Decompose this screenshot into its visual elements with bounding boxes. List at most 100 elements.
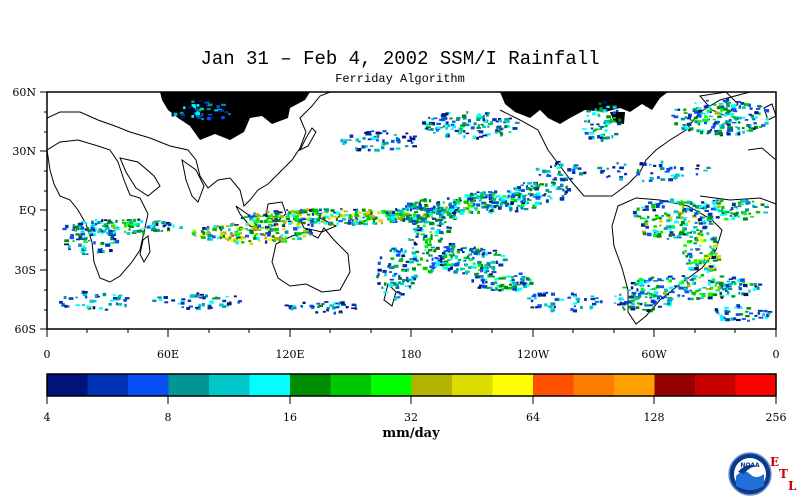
rain-pixel <box>236 236 241 239</box>
rain-pixel <box>198 303 202 307</box>
rain-pixel <box>700 273 705 277</box>
rain-pixel <box>207 230 210 234</box>
rain-pixel <box>198 100 204 102</box>
rain-pixel <box>728 118 732 122</box>
rain-pixel <box>676 235 681 238</box>
rain-pixel <box>431 262 436 265</box>
rain-pixel <box>612 117 616 119</box>
rain-pixel <box>619 177 623 181</box>
colorbar-swatch <box>735 374 777 396</box>
rain-pixel <box>97 248 103 252</box>
rain-pixel <box>212 227 217 232</box>
rain-pixel <box>738 105 742 109</box>
rain-pixel <box>725 121 728 125</box>
rain-pixel <box>514 210 519 213</box>
rain-pixel <box>740 200 744 203</box>
rain-pixel <box>267 226 272 230</box>
rain-pixel <box>277 211 283 214</box>
rain-pixel <box>373 220 375 223</box>
rain-pixel <box>479 284 482 287</box>
rain-pixel <box>395 208 398 211</box>
rain-pixel <box>446 197 450 200</box>
rain-pixel <box>195 295 199 298</box>
rain-pixel <box>401 254 406 258</box>
rain-pixel <box>412 222 417 225</box>
rain-pixel <box>439 237 444 241</box>
rain-pixel <box>69 236 74 240</box>
rain-pixel <box>259 215 264 217</box>
rain-pixel <box>359 220 363 223</box>
rain-pixel <box>484 266 489 270</box>
rain-pixel <box>481 265 484 269</box>
rain-pixel <box>316 302 321 305</box>
rain-pixel <box>336 222 339 226</box>
rain-pixel <box>725 289 728 293</box>
rain-pixel <box>195 306 199 309</box>
rain-pixel <box>471 251 476 254</box>
rain-pixel <box>442 263 447 266</box>
rain-pixel <box>461 126 464 129</box>
rain-pixel <box>333 216 338 218</box>
rain-pixel <box>482 280 485 284</box>
rain-pixel <box>559 163 564 167</box>
rain-pixel <box>741 127 745 129</box>
rain-pixel <box>570 308 574 311</box>
rain-pixel <box>719 275 725 278</box>
rainfall-pixels <box>59 98 773 322</box>
rain-pixel <box>753 122 757 125</box>
rain-pixel <box>99 221 103 224</box>
rain-pixel <box>698 220 701 223</box>
rain-pixel <box>307 213 311 216</box>
rain-pixel <box>695 290 699 293</box>
rain-pixel <box>452 253 455 256</box>
rain-pixel <box>295 219 300 222</box>
colorbar-tick-16: 16 <box>283 411 297 424</box>
rain-pixel <box>431 118 435 121</box>
rain-pixel <box>466 111 469 114</box>
etl-letter-l: L <box>788 479 797 493</box>
rain-pixel <box>113 238 117 241</box>
sea-ice-europe <box>165 92 195 104</box>
rain-pixel <box>490 289 496 291</box>
rain-pixel <box>124 297 130 300</box>
rain-pixel <box>180 300 184 302</box>
rain-pixel <box>157 296 162 299</box>
rain-pixel <box>447 124 451 128</box>
rain-pixel <box>490 260 496 264</box>
rain-pixel <box>414 201 419 204</box>
rain-pixel <box>128 228 131 231</box>
rain-pixel <box>703 105 709 108</box>
rain-pixel <box>725 211 730 214</box>
rain-pixel <box>224 111 229 114</box>
rain-pixel <box>649 177 654 181</box>
colorbar-swatch <box>695 374 737 396</box>
rain-pixel <box>516 186 521 190</box>
rain-pixel <box>404 212 410 216</box>
rain-pixel <box>600 136 604 140</box>
rain-pixel <box>235 241 239 245</box>
rain-pixel <box>672 233 675 236</box>
rain-pixel <box>664 212 667 215</box>
rain-pixel <box>715 310 719 314</box>
rain-pixel <box>659 285 665 289</box>
rain-pixel <box>728 278 733 280</box>
rain-pixel <box>727 129 730 134</box>
rain-pixel <box>648 304 653 307</box>
rain-pixel <box>476 253 481 256</box>
rain-pixel <box>429 265 434 268</box>
rain-pixel <box>483 203 487 205</box>
rain-pixel <box>412 216 416 221</box>
rain-pixel <box>332 306 336 310</box>
rain-pixel <box>408 287 412 290</box>
rain-pixel <box>140 220 144 224</box>
rain-pixel <box>477 286 482 289</box>
rain-pixel <box>395 286 400 289</box>
rain-pixel <box>714 244 719 247</box>
rain-pixel <box>709 109 713 112</box>
rain-pixel <box>518 189 523 192</box>
rain-pixel <box>725 318 730 322</box>
rain-pixel <box>462 207 467 209</box>
rain-pixel <box>489 204 494 208</box>
rain-pixel <box>660 167 665 171</box>
rain-pixel <box>254 233 259 236</box>
